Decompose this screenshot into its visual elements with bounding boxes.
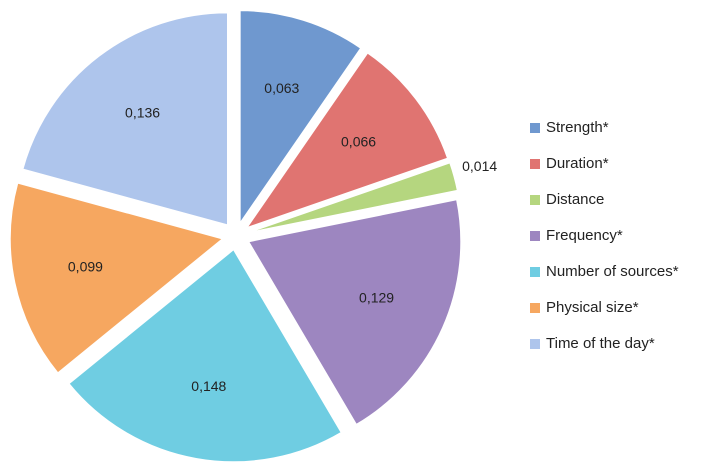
legend-marker [530, 159, 540, 169]
legend-text: Number of sources* [546, 263, 679, 280]
legend-text: Distance [546, 191, 604, 208]
data-label: 0,099 [68, 259, 103, 275]
legend-marker [530, 339, 540, 349]
pie-slice [239, 10, 362, 225]
legend-text: Physical size* [546, 299, 639, 316]
legend-marker [530, 267, 540, 277]
pie-slice [68, 249, 342, 463]
data-label: 0,014 [462, 158, 497, 174]
pie-slice [245, 52, 449, 229]
legend-text: Duration* [546, 155, 609, 172]
legend-text: Time of the day* [546, 335, 655, 352]
pie-slice [249, 162, 458, 233]
legend-text: Frequency* [546, 227, 623, 244]
data-label: 0,066 [341, 134, 376, 150]
pie-slice [247, 199, 462, 426]
data-label: 0,148 [191, 378, 226, 394]
legend-marker [530, 123, 540, 133]
pie-slice [9, 182, 224, 374]
data-label: 0,136 [125, 104, 160, 120]
legend-marker [530, 303, 540, 313]
legend-marker [530, 231, 540, 241]
data-label: 0,063 [264, 80, 299, 96]
legend-marker [530, 195, 540, 205]
pie-slice [22, 12, 229, 226]
data-label: 0,129 [359, 289, 394, 305]
legend-text: Strength* [546, 119, 609, 136]
